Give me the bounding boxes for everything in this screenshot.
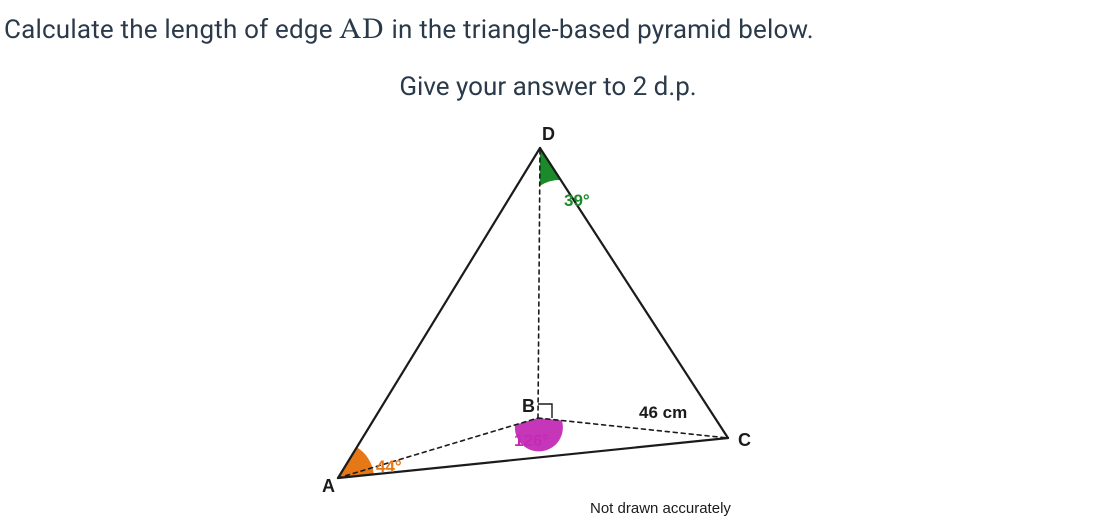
question-prefix: Calculate the length of edge [4, 15, 339, 45]
edge-AD [338, 148, 540, 478]
vertex-label-A: A [322, 476, 335, 496]
question-line-1: Calculate the length of edge AD in the t… [4, 12, 1092, 50]
vertex-label-B: B [522, 396, 535, 416]
question-suffix: in the triangle-based pyramid below. [385, 15, 814, 45]
angle-a-label: 44° [376, 457, 402, 476]
right-angle-marker [538, 404, 552, 418]
question-line-2: Give your answer to 2 d.p. [4, 72, 1092, 102]
edge-BD [538, 148, 540, 418]
angle-d-label: 39° [564, 191, 590, 210]
vertex-label-D: D [542, 124, 555, 144]
edge-BC [538, 418, 728, 438]
figure-note: Not drawn accurately [590, 500, 731, 517]
pyramid-figure: A B C D 44° 126° 39° 46 cm Not drawn accurately [268, 108, 828, 521]
edge-bc-length: 46 cm [639, 403, 687, 422]
vertex-label-C: C [738, 430, 751, 450]
figure-container: A B C D 44° 126° 39° 46 cm Not drawn accurately [4, 108, 1092, 521]
question-edge: AD [339, 16, 384, 46]
angle-b-label: 126° [514, 431, 549, 450]
